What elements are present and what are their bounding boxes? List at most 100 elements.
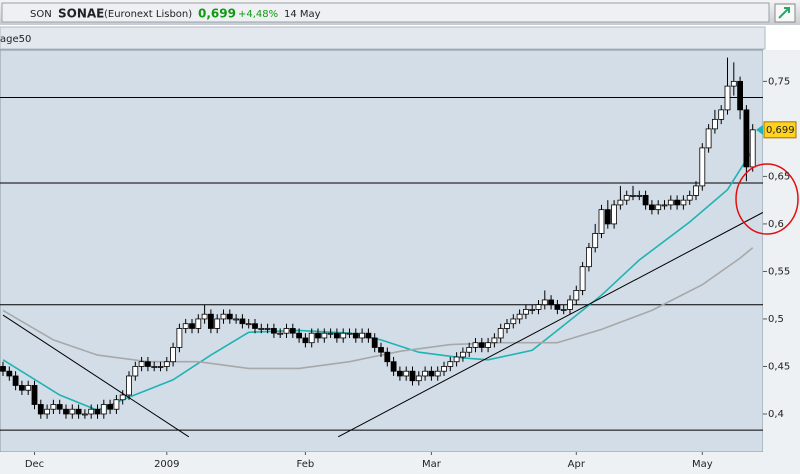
plot-layer [0, 57, 764, 438]
candle-body [50, 404, 57, 410]
candle-body [283, 328, 290, 334]
candle-body [730, 80, 737, 87]
candle-body [409, 370, 416, 382]
trendline [337, 212, 764, 438]
last-price-box [763, 121, 797, 139]
candle-body [270, 328, 277, 334]
legend-label: age50 [0, 34, 31, 45]
candle-body [453, 356, 460, 363]
date: 14 May [284, 9, 321, 20]
candle-body [264, 328, 271, 330]
candle-body [346, 332, 353, 335]
candle-body [126, 375, 132, 396]
candle-body [189, 323, 195, 329]
candle-body [12, 375, 19, 386]
candle-body [207, 313, 214, 329]
candle-body [384, 351, 391, 363]
candle-body [113, 399, 120, 410]
trendline [2, 314, 190, 438]
last-price-arrow [756, 124, 763, 135]
candle-body [686, 195, 693, 201]
candle-body [693, 185, 699, 196]
y-tick-label: 0,45 [768, 361, 790, 372]
candle-body [170, 347, 177, 363]
x-tick-label: Mar [422, 459, 442, 470]
candle-body [163, 361, 170, 367]
candle-body [327, 332, 334, 335]
candle-body [321, 332, 328, 339]
candle-body [151, 366, 158, 368]
plot-area [0, 49, 764, 453]
exchange: (Euronext Lisbon) [104, 9, 192, 20]
candle-body [548, 299, 554, 306]
candle-body [743, 109, 750, 168]
candle-body [598, 209, 605, 234]
candle-body [119, 394, 126, 401]
candle-body [617, 199, 624, 206]
candle-body [277, 332, 284, 335]
candle-body [712, 118, 718, 130]
candle-body [239, 318, 246, 325]
candle-body [333, 332, 340, 339]
candle-body [497, 328, 504, 339]
candle-body [296, 332, 303, 339]
candle-body [132, 366, 139, 377]
y-tick-label: 0,65 [768, 171, 790, 182]
candle-body [724, 85, 731, 111]
candle-body [31, 385, 38, 405]
candle-body [6, 370, 13, 377]
candle-body [655, 204, 662, 211]
candle-body [365, 332, 372, 339]
candle-body [428, 370, 435, 377]
candle-body [661, 204, 668, 207]
candle-body [226, 313, 233, 320]
y-tick-label: 0,55 [768, 266, 790, 277]
x-tick-label: Dec [25, 459, 44, 470]
candle-body [699, 147, 706, 187]
candle-body [75, 408, 82, 415]
candle-body [667, 199, 674, 206]
candle-body [396, 370, 403, 377]
candle-body [378, 347, 384, 353]
candle-body [447, 361, 454, 367]
candle-body [157, 366, 164, 368]
candle-body [315, 332, 321, 339]
candle-body [107, 404, 113, 410]
candle-body [94, 408, 101, 415]
candle-body [403, 370, 410, 377]
legend-strip [0, 26, 766, 50]
candle-body [705, 128, 712, 149]
candle-body [56, 404, 63, 410]
candle-body [252, 323, 258, 329]
candle-body [63, 408, 69, 415]
candle-body [441, 366, 447, 372]
export-icon [778, 7, 790, 19]
candle-body [82, 413, 88, 416]
y-tick-label: 0,6 [768, 219, 784, 230]
x-axis-area [0, 452, 800, 474]
candle-body [138, 361, 145, 367]
x-tick-label: Apr [568, 459, 586, 470]
candle-body [560, 309, 567, 311]
candle-body [258, 328, 265, 330]
candle-body [289, 328, 296, 334]
candle-body [554, 304, 561, 310]
candle-body [674, 199, 680, 206]
candle-body [579, 266, 586, 291]
candle-body [611, 204, 617, 225]
candle-body [37, 404, 44, 415]
candle-body [541, 299, 548, 306]
candle-body [749, 129, 756, 168]
symbol: SON [30, 9, 52, 20]
candle-body [25, 385, 32, 391]
candle-body [390, 361, 397, 372]
candle-body [459, 351, 466, 358]
candle-body [680, 199, 687, 206]
candle-body [573, 290, 580, 301]
candle-body [176, 328, 183, 348]
candle-body [472, 342, 479, 348]
candle-body [567, 299, 573, 310]
candle-body [529, 309, 536, 311]
candle-body [0, 366, 6, 372]
